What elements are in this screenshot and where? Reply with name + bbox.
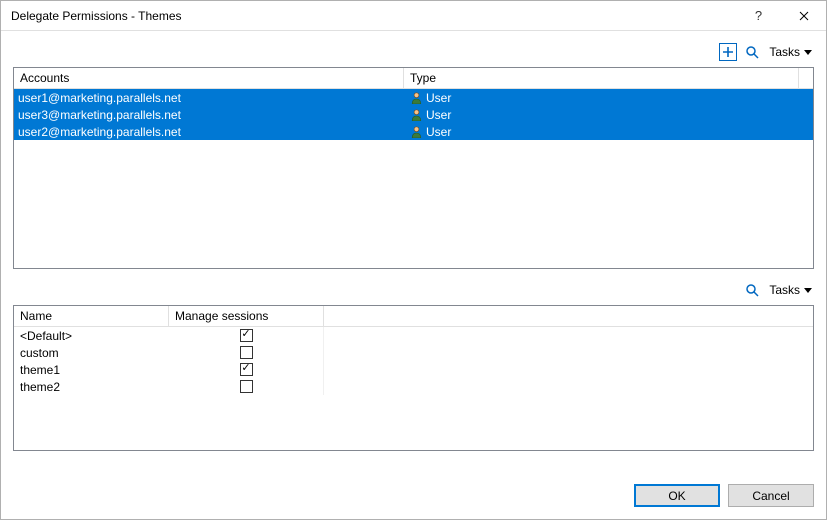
table-row[interactable]: theme2	[14, 378, 813, 395]
themes-rows: <Default>customtheme1theme2	[14, 327, 813, 450]
titlebar: Delegate Permissions - Themes ?	[1, 1, 826, 31]
filler-cell	[324, 344, 813, 361]
theme-name-cell: custom	[14, 344, 169, 361]
search-icon	[745, 45, 759, 59]
table-row[interactable]: user3@marketing.parallels.net User	[14, 106, 813, 123]
manage-sessions-checkbox[interactable]	[240, 363, 253, 376]
manage-sessions-checkbox[interactable]	[240, 380, 253, 393]
ok-label: OK	[668, 489, 685, 503]
theme-name-cell: theme2	[14, 378, 169, 395]
manage-sessions-checkbox[interactable]	[240, 346, 253, 359]
themes-toolbar: Tasks	[13, 279, 814, 305]
tasks-label: Tasks	[769, 45, 800, 59]
cancel-label: Cancel	[752, 489, 789, 503]
table-row[interactable]: user1@marketing.parallels.net User	[14, 89, 813, 106]
close-button[interactable]	[781, 1, 826, 31]
user-icon	[410, 92, 422, 104]
col-type[interactable]: Type	[404, 68, 799, 89]
close-icon	[799, 11, 809, 21]
type-cell: User	[404, 123, 813, 140]
cancel-button[interactable]: Cancel	[728, 484, 814, 507]
themes-columns: Name Manage sessions	[14, 306, 813, 327]
user-icon	[410, 126, 422, 138]
manage-sessions-cell	[169, 344, 324, 361]
col-accounts[interactable]: Accounts	[14, 68, 404, 89]
type-label: User	[426, 108, 451, 122]
accounts-toolbar: Tasks	[13, 41, 814, 67]
themes-search-button[interactable]	[743, 281, 761, 299]
user-icon	[410, 109, 422, 121]
plus-icon	[722, 46, 734, 58]
filler-cell	[324, 378, 813, 395]
table-row[interactable]: theme1	[14, 361, 813, 378]
themes-tasks-menu[interactable]: Tasks	[767, 282, 814, 298]
ok-button[interactable]: OK	[634, 484, 720, 507]
theme-name-cell: theme1	[14, 361, 169, 378]
manage-sessions-cell	[169, 378, 324, 395]
manage-sessions-cell	[169, 361, 324, 378]
dialog-footer: OK Cancel	[1, 476, 826, 519]
account-cell: user3@marketing.parallels.net	[14, 106, 404, 123]
search-button[interactable]	[743, 43, 761, 61]
dialog-window: Delegate Permissions - Themes ?	[0, 0, 827, 520]
search-icon	[745, 283, 759, 297]
col-manage-sessions[interactable]: Manage sessions	[169, 306, 324, 327]
tasks-label: Tasks	[769, 283, 800, 297]
account-cell: user1@marketing.parallels.net	[14, 89, 404, 106]
help-button[interactable]: ?	[736, 1, 781, 31]
manage-sessions-checkbox[interactable]	[240, 329, 253, 342]
manage-sessions-cell	[169, 327, 324, 344]
type-label: User	[426, 125, 451, 139]
filler-cell	[324, 361, 813, 378]
content-area: Tasks Accounts Type user1@marketing.para…	[1, 31, 826, 476]
theme-name-cell: <Default>	[14, 327, 169, 344]
add-button[interactable]	[719, 43, 737, 61]
accounts-rows: user1@marketing.parallels.netUseruser3@m…	[14, 89, 813, 268]
table-row[interactable]: user2@marketing.parallels.net User	[14, 123, 813, 140]
chevron-down-icon	[804, 288, 812, 293]
chevron-down-icon	[804, 50, 812, 55]
filler-cell	[324, 327, 813, 344]
account-cell: user2@marketing.parallels.net	[14, 123, 404, 140]
window-title: Delegate Permissions - Themes	[11, 9, 736, 23]
col-filler	[324, 306, 813, 327]
col-spacer	[799, 68, 813, 89]
accounts-columns: Accounts Type	[14, 68, 813, 89]
col-name[interactable]: Name	[14, 306, 169, 327]
accounts-tasks-menu[interactable]: Tasks	[767, 44, 814, 60]
accounts-list: Accounts Type user1@marketing.parallels.…	[13, 67, 814, 269]
type-cell: User	[404, 106, 813, 123]
type-label: User	[426, 91, 451, 105]
themes-list: Name Manage sessions <Default>customthem…	[13, 305, 814, 451]
table-row[interactable]: <Default>	[14, 327, 813, 344]
table-row[interactable]: custom	[14, 344, 813, 361]
help-icon: ?	[755, 8, 762, 23]
type-cell: User	[404, 89, 813, 106]
